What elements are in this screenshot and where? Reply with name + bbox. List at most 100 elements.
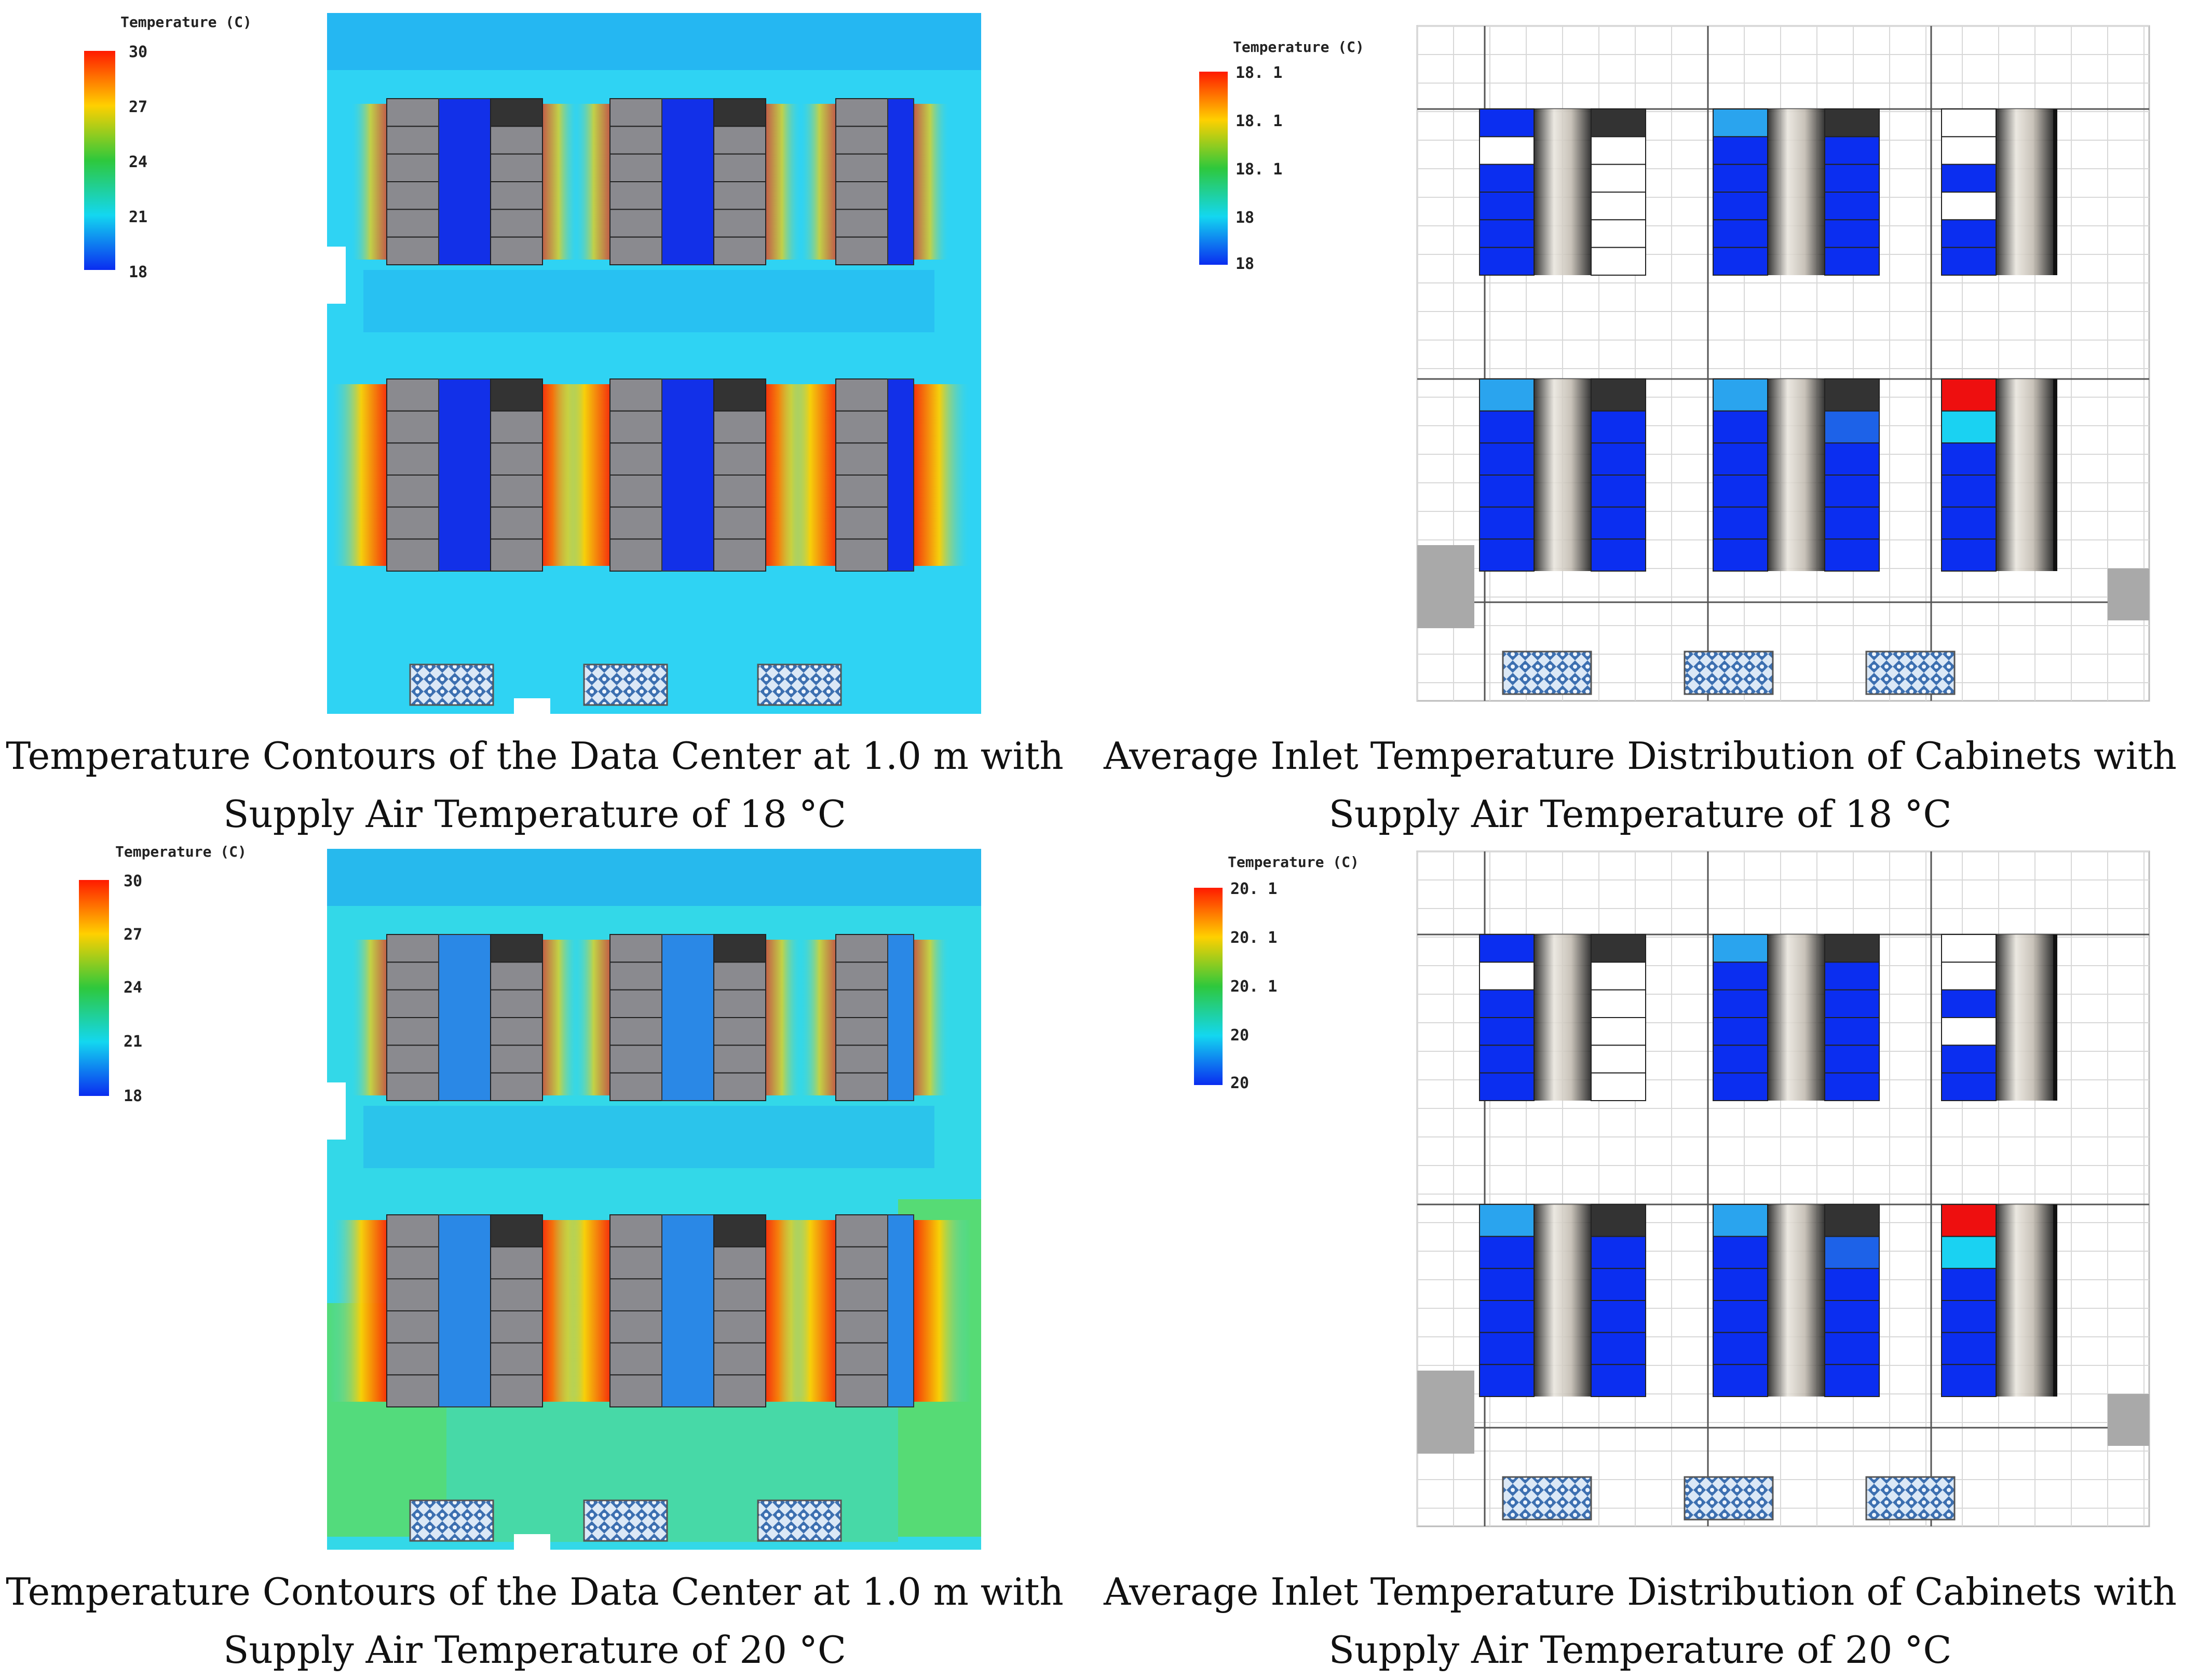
inlet-cabinet — [1824, 378, 1880, 412]
cabinet — [490, 989, 543, 1018]
cold-aisle — [887, 1214, 914, 1407]
inlet-cabinet — [1824, 109, 1880, 138]
cold-zone — [363, 1106, 934, 1168]
wall-notch — [327, 247, 346, 304]
hot-aisle-edge — [2053, 1204, 2057, 1397]
cabinet — [609, 1045, 662, 1074]
crac-unit — [1865, 1476, 1956, 1521]
cabinet — [835, 126, 888, 155]
inlet-cabinet — [1824, 1268, 1880, 1301]
cabinet — [386, 410, 439, 444]
inlet-cabinet — [1479, 1236, 1535, 1269]
inlet-cabinet — [1941, 1268, 1997, 1301]
cabinet — [713, 1246, 766, 1280]
cabinet — [713, 989, 766, 1018]
hot-aisle — [1534, 1204, 1591, 1397]
inlet-cabinet — [1479, 1017, 1535, 1046]
inlet-cabinet — [1824, 1204, 1880, 1237]
hot-plume — [779, 1220, 836, 1402]
cabinet — [609, 961, 662, 991]
colorbar-title: Temperature (C) — [1228, 853, 1359, 871]
cabinet — [609, 538, 662, 572]
side-block — [2108, 568, 2149, 620]
colorbar-title: Temperature (C) — [1233, 38, 1364, 56]
cabinet — [490, 126, 543, 155]
inlet-cabinet — [1713, 961, 1768, 991]
cabinet — [713, 1017, 766, 1046]
colorbar-tick: 20. 1 — [1230, 880, 1277, 898]
cabinet — [609, 475, 662, 508]
cabinet — [490, 209, 543, 238]
cabinet — [835, 934, 888, 963]
inlet-cabinet — [1713, 442, 1768, 476]
inlet-cabinet — [1824, 136, 1880, 165]
caption-contour-20: Temperature Contours of the Data Center … — [0, 1563, 1069, 1679]
hot-aisle — [1996, 934, 2053, 1101]
hot-aisle — [1996, 1204, 2053, 1397]
cabinet — [713, 378, 766, 412]
colorbar-tick: 18 — [124, 1087, 142, 1105]
cabinet — [609, 378, 662, 412]
inlet-cabinet — [1941, 164, 1997, 193]
inlet-cabinet — [1591, 1268, 1646, 1301]
inlet-cabinet — [1941, 136, 1997, 165]
cabinet — [609, 1310, 662, 1344]
colorbar — [1194, 888, 1223, 1085]
colorbar-tick: 20 — [1230, 1026, 1249, 1045]
inlet-cabinet — [1479, 247, 1535, 276]
inlet-cabinet — [1713, 219, 1768, 248]
cold-aisle — [661, 1214, 714, 1407]
cabinet — [713, 538, 766, 572]
colorbar — [1199, 72, 1228, 265]
inlet-cabinet — [1591, 1072, 1646, 1101]
cabinet — [386, 126, 439, 155]
inlet-cabinet — [1713, 164, 1768, 193]
inlet-cabinet — [1591, 475, 1646, 508]
cabinet — [713, 1278, 766, 1311]
inlet-cabinet — [1941, 1236, 1997, 1269]
caption-line: Average Inlet Temperature Distribution o… — [1104, 734, 2177, 778]
inlet-cabinet — [1479, 164, 1535, 193]
hot-plume — [553, 1220, 610, 1402]
caption-line: Supply Air Temperature of 18 °C — [223, 792, 846, 836]
inlet-temperature-plot — [1416, 25, 2150, 702]
hot-aisle-edge — [2053, 109, 2057, 275]
inlet-cabinet — [1591, 989, 1646, 1018]
inlet-cabinet — [1941, 1332, 1997, 1365]
inlet-cabinet — [1713, 1045, 1768, 1074]
caption-contour-18: Temperature Contours of the Data Center … — [0, 727, 1069, 843]
cabinet — [609, 153, 662, 182]
cabinet — [835, 153, 888, 182]
inlet-cabinet — [1941, 961, 1997, 991]
inlet-cabinet — [1824, 1364, 1880, 1397]
hot-plume — [799, 940, 836, 1095]
cabinet — [386, 1342, 439, 1376]
panel-inlet-20: Temperature (C) 20. 1 20. 1 20. 1 20 20 — [1095, 836, 2185, 1563]
cabinet — [713, 961, 766, 991]
cabinet — [490, 961, 543, 991]
cabinet — [835, 1246, 888, 1280]
colorbar-tick: 20. 1 — [1230, 978, 1277, 996]
crac-unit — [409, 1499, 494, 1542]
inlet-cabinet — [1713, 506, 1768, 540]
inlet-cabinet — [1591, 1204, 1646, 1237]
panel-contour-20: Temperature (C) 30 27 24 21 18 — [0, 836, 1090, 1563]
hot-plume — [330, 1220, 387, 1402]
cabinet — [386, 1278, 439, 1311]
colorbar-tick: 18 — [1236, 255, 1254, 273]
cabinet — [490, 475, 543, 508]
inlet-cabinet — [1713, 538, 1768, 572]
cabinet — [713, 209, 766, 238]
cabinet — [490, 934, 543, 963]
cold-aisle — [887, 934, 914, 1101]
cabinet — [713, 126, 766, 155]
inlet-cabinet — [1591, 934, 1646, 963]
inlet-cabinet — [1941, 378, 1997, 412]
side-block — [1417, 545, 1474, 628]
inlet-cabinet — [1713, 1300, 1768, 1333]
inlet-cabinet — [1479, 1300, 1535, 1333]
cold-aisle — [438, 98, 491, 265]
temperature-contour-plot — [327, 13, 981, 714]
hot-plume — [766, 940, 802, 1095]
hot-plume — [553, 384, 610, 566]
